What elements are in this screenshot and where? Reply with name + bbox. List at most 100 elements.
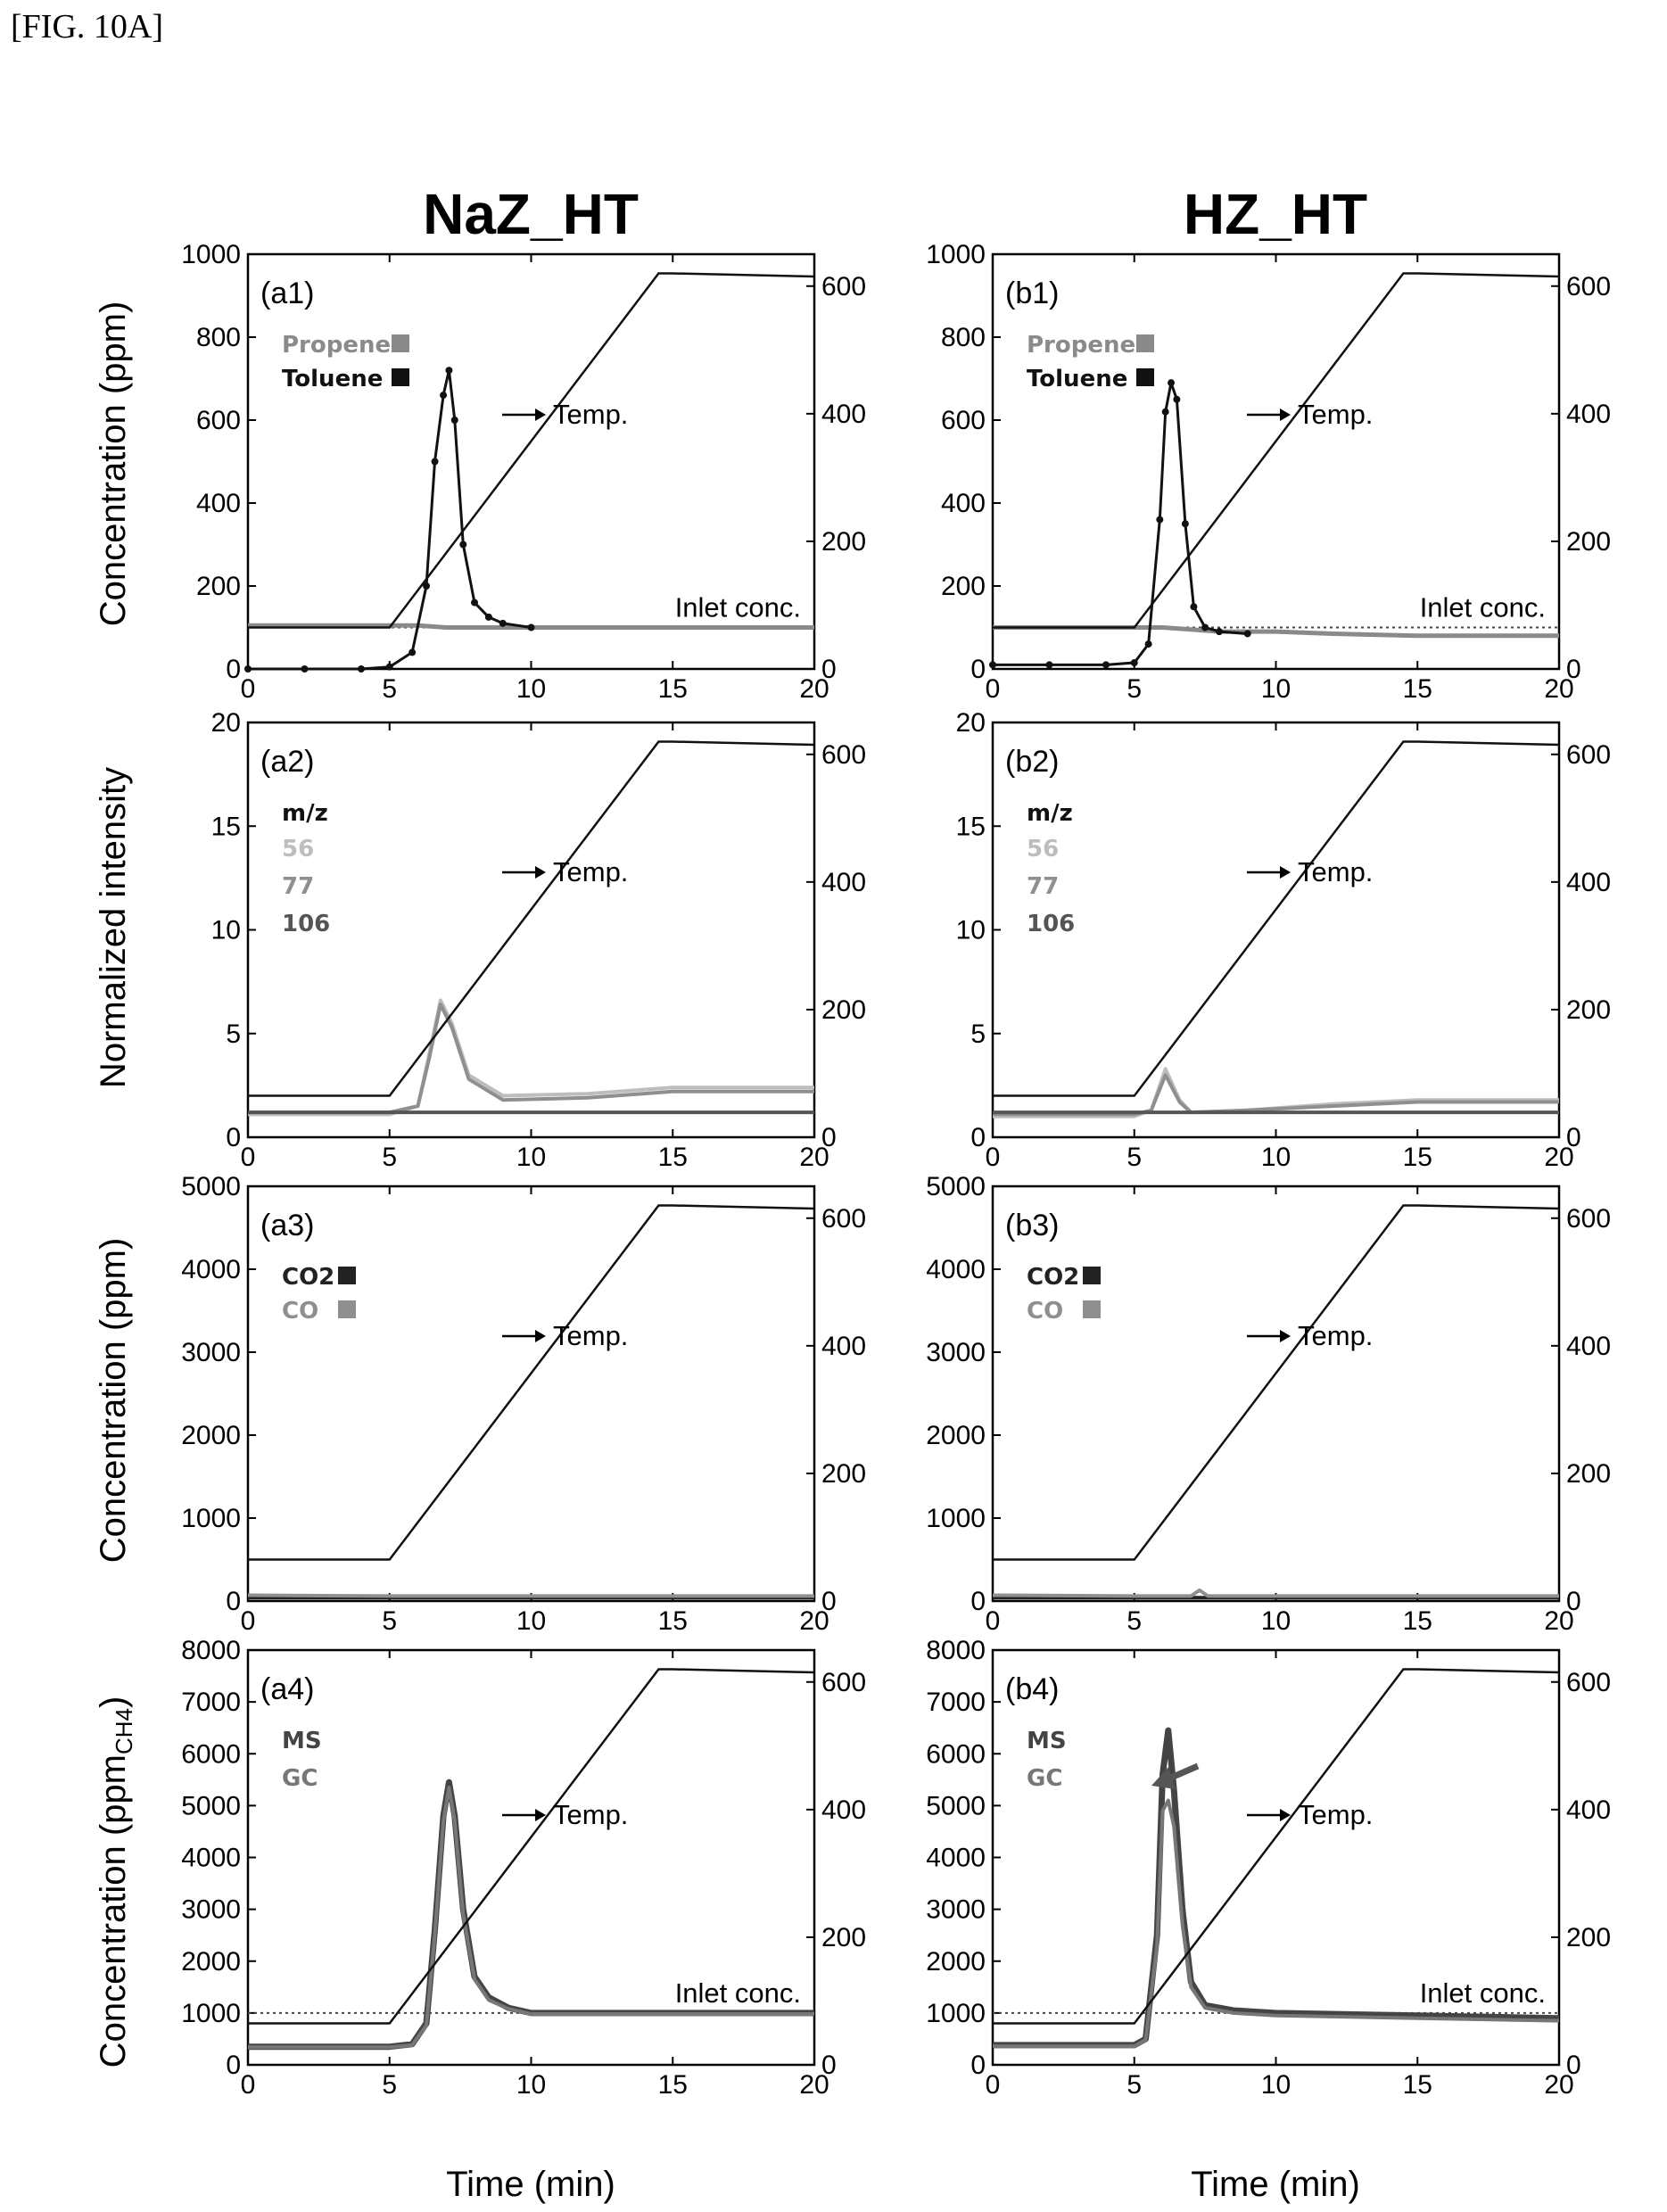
legend-swatch-toluene (392, 368, 409, 386)
legend-entry-ms: MS (1027, 1728, 1067, 1754)
toluene-point (1243, 630, 1251, 638)
x-tick-label: 5 (1126, 1606, 1142, 1636)
x-tick-label: 15 (658, 1606, 688, 1636)
y-tick-label: 0 (226, 1123, 241, 1152)
x-tick-label: 15 (1403, 2070, 1432, 2100)
legend-entry-toluene: Toluene (282, 366, 383, 392)
temp-label: Temp. (553, 1320, 628, 1351)
ylabel-row1: Concentration (ppm) (94, 301, 133, 627)
toluene-point (244, 665, 252, 673)
y-tick-label: 800 (941, 323, 986, 352)
toluene-point (408, 648, 417, 656)
y-tick-label: 5000 (926, 1172, 986, 1201)
x-tick-label: 10 (1261, 2070, 1291, 2100)
x-tick-label: 5 (382, 1606, 397, 1636)
y2-tick-label: 600 (1566, 740, 1611, 770)
peak-arrow-head (1151, 1767, 1176, 1789)
toluene-point (450, 417, 458, 424)
y-tick-label: 0 (226, 2051, 241, 2080)
legend-title: m/z (1027, 800, 1073, 827)
y-tick-label: 1000 (181, 240, 241, 269)
series-line-co (247, 1593, 814, 1598)
inlet-conc-label: Inlet conc. (675, 592, 801, 623)
series-line-toluene (993, 381, 1248, 666)
x-tick-label: 20 (1544, 1143, 1573, 1172)
panel-a2: 0 5 10 15 20051015200200400600(a2)Temp.m/z56… (211, 708, 866, 1172)
x-tick-label: 0 (241, 674, 256, 704)
y-tick-label: 0 (970, 2051, 986, 2080)
temperature-line (993, 740, 1560, 1097)
legend-entry-co2: CO2 (1027, 1264, 1079, 1291)
y2-tick-label: 600 (821, 1204, 866, 1234)
y-tick-label: 20 (211, 708, 241, 738)
panel-label: (a3) (260, 1209, 314, 1242)
figure-label: [FIG. 10A] (11, 8, 163, 45)
temp-arrow-head (535, 1809, 546, 1821)
x-tick-label: 15 (658, 674, 688, 704)
temp-arrow-head (535, 409, 546, 421)
y-tick-label: 15 (211, 812, 241, 841)
legend-swatch-co (1083, 1300, 1101, 1318)
toluene-point (471, 598, 478, 607)
temp-arrow-head (1280, 409, 1291, 421)
toluene-point (1102, 661, 1110, 669)
y-tick-label: 400 (941, 489, 986, 518)
temperature-line (993, 272, 1560, 629)
y-tick-label: 1000 (926, 1504, 986, 1533)
toluene-point (484, 613, 492, 621)
x-tick-label: 0 (986, 1606, 1001, 1636)
y2-tick-label: 400 (821, 1795, 866, 1825)
toluene-point (301, 665, 309, 673)
legend-entry-106: 106 (1027, 911, 1075, 937)
y2-tick-label: 200 (1566, 527, 1611, 557)
legend-entry-co: CO (282, 1298, 318, 1325)
y2-tick-label: 400 (1566, 1795, 1611, 1825)
temp-label: Temp. (553, 1799, 628, 1830)
temp-arrow-head (535, 1330, 546, 1342)
y2-tick-label: 400 (1566, 868, 1611, 897)
panel-label: (b1) (1005, 276, 1059, 310)
y2-tick-label: 0 (821, 655, 837, 684)
ylabel-row2: Normalized intensity (94, 767, 133, 1088)
x-tick-label: 10 (516, 1606, 546, 1636)
inlet-conc-label: Inlet conc. (1420, 1977, 1546, 2009)
temperature-line (993, 1668, 1560, 2025)
xlabel-left: Time (min) (446, 2165, 615, 2204)
temp-label: Temp. (1298, 856, 1373, 887)
x-tick-label: 20 (1544, 674, 1573, 704)
column-title-hz: HZ_HT (1184, 182, 1367, 246)
legend-entry-56: 56 (1027, 836, 1059, 863)
x-tick-label: 0 (986, 674, 1001, 704)
panel-b3: 0 5 10 15 200100020003000400050000200400600(… (926, 1172, 1611, 1636)
x-tick-label: 20 (799, 674, 829, 704)
xlabel-right: Time (min) (1191, 2165, 1360, 2204)
legend-swatch-co (338, 1300, 356, 1318)
x-tick-label: 5 (382, 2070, 397, 2100)
y-tick-label: 600 (196, 406, 241, 435)
series-line-gc (248, 1786, 814, 2050)
legend-swatch-toluene (1136, 368, 1154, 386)
y-tick-label: 4000 (926, 1844, 986, 1873)
toluene-point (358, 665, 365, 673)
temp-arrow-head (535, 866, 546, 879)
y-tick-label: 5000 (926, 1791, 986, 1820)
y2-tick-label: 400 (1566, 1332, 1611, 1361)
y2-tick-label: 0 (1566, 655, 1581, 684)
toluene-point (1045, 661, 1053, 669)
y-tick-label: 2000 (181, 1421, 241, 1450)
y-tick-label: 5000 (181, 1791, 241, 1820)
inlet-conc-label: Inlet conc. (1420, 592, 1546, 623)
ylabel-row3: Concentration (ppm) (94, 1238, 133, 1564)
panel-label: (a1) (260, 276, 314, 310)
x-tick-label: 10 (1261, 1606, 1291, 1636)
toluene-point (1144, 640, 1152, 648)
temperature-line (993, 1204, 1560, 1561)
series-line-propene (248, 623, 814, 630)
temp-label: Temp. (1298, 399, 1373, 430)
toluene-point (1168, 379, 1176, 387)
x-tick-label: 0 (241, 1606, 256, 1636)
toluene-point (499, 619, 507, 627)
y2-tick-label: 600 (821, 272, 866, 301)
y-tick-label: 8000 (181, 1636, 241, 1665)
y-tick-label: 5 (970, 1019, 986, 1049)
